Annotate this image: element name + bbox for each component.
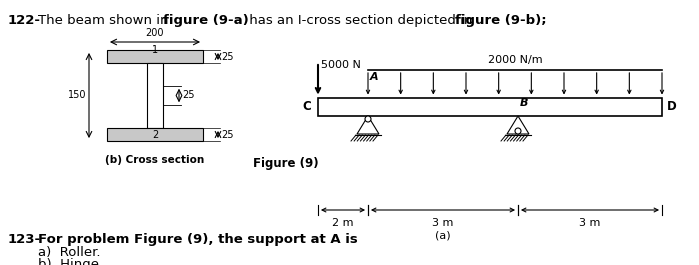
Text: C: C bbox=[302, 100, 311, 113]
Bar bbox=[107, 128, 203, 141]
Text: has an I-cross section depicted in: has an I-cross section depicted in bbox=[245, 14, 477, 27]
Text: 150: 150 bbox=[68, 91, 86, 100]
Text: Figure (9): Figure (9) bbox=[253, 157, 319, 170]
Text: figure (9-a): figure (9-a) bbox=[163, 14, 249, 27]
Text: B: B bbox=[520, 98, 528, 108]
Text: figure (9-b);: figure (9-b); bbox=[455, 14, 547, 27]
Text: 122-: 122- bbox=[8, 14, 41, 27]
Text: 25: 25 bbox=[182, 91, 194, 100]
Bar bbox=[147, 63, 163, 128]
Polygon shape bbox=[357, 116, 379, 134]
Circle shape bbox=[515, 128, 521, 134]
Circle shape bbox=[365, 116, 371, 122]
Text: D: D bbox=[667, 100, 677, 113]
Text: 123-: 123- bbox=[8, 233, 41, 246]
Text: 3 m: 3 m bbox=[432, 218, 454, 228]
Text: 200: 200 bbox=[146, 28, 164, 38]
Bar bbox=[318, 98, 662, 116]
Text: 2000 N/m: 2000 N/m bbox=[488, 55, 542, 65]
Bar bbox=[107, 50, 203, 63]
Text: 2 m: 2 m bbox=[332, 218, 354, 228]
Text: (a): (a) bbox=[435, 230, 451, 240]
Text: (b) Cross section: (b) Cross section bbox=[106, 155, 205, 165]
Text: The beam shown in: The beam shown in bbox=[38, 14, 173, 27]
Text: 25: 25 bbox=[221, 51, 233, 61]
Text: 5000 N: 5000 N bbox=[321, 60, 361, 70]
Text: 2: 2 bbox=[152, 130, 158, 139]
Text: 1: 1 bbox=[152, 45, 158, 55]
Polygon shape bbox=[507, 116, 529, 134]
Text: A: A bbox=[370, 72, 379, 82]
Text: 3 m: 3 m bbox=[579, 218, 600, 228]
Text: For problem Figure (9), the support at A is: For problem Figure (9), the support at A… bbox=[38, 233, 358, 246]
Text: b)  Hinge.: b) Hinge. bbox=[38, 258, 103, 265]
Text: 25: 25 bbox=[221, 130, 233, 139]
Text: a)  Roller.: a) Roller. bbox=[38, 246, 101, 259]
